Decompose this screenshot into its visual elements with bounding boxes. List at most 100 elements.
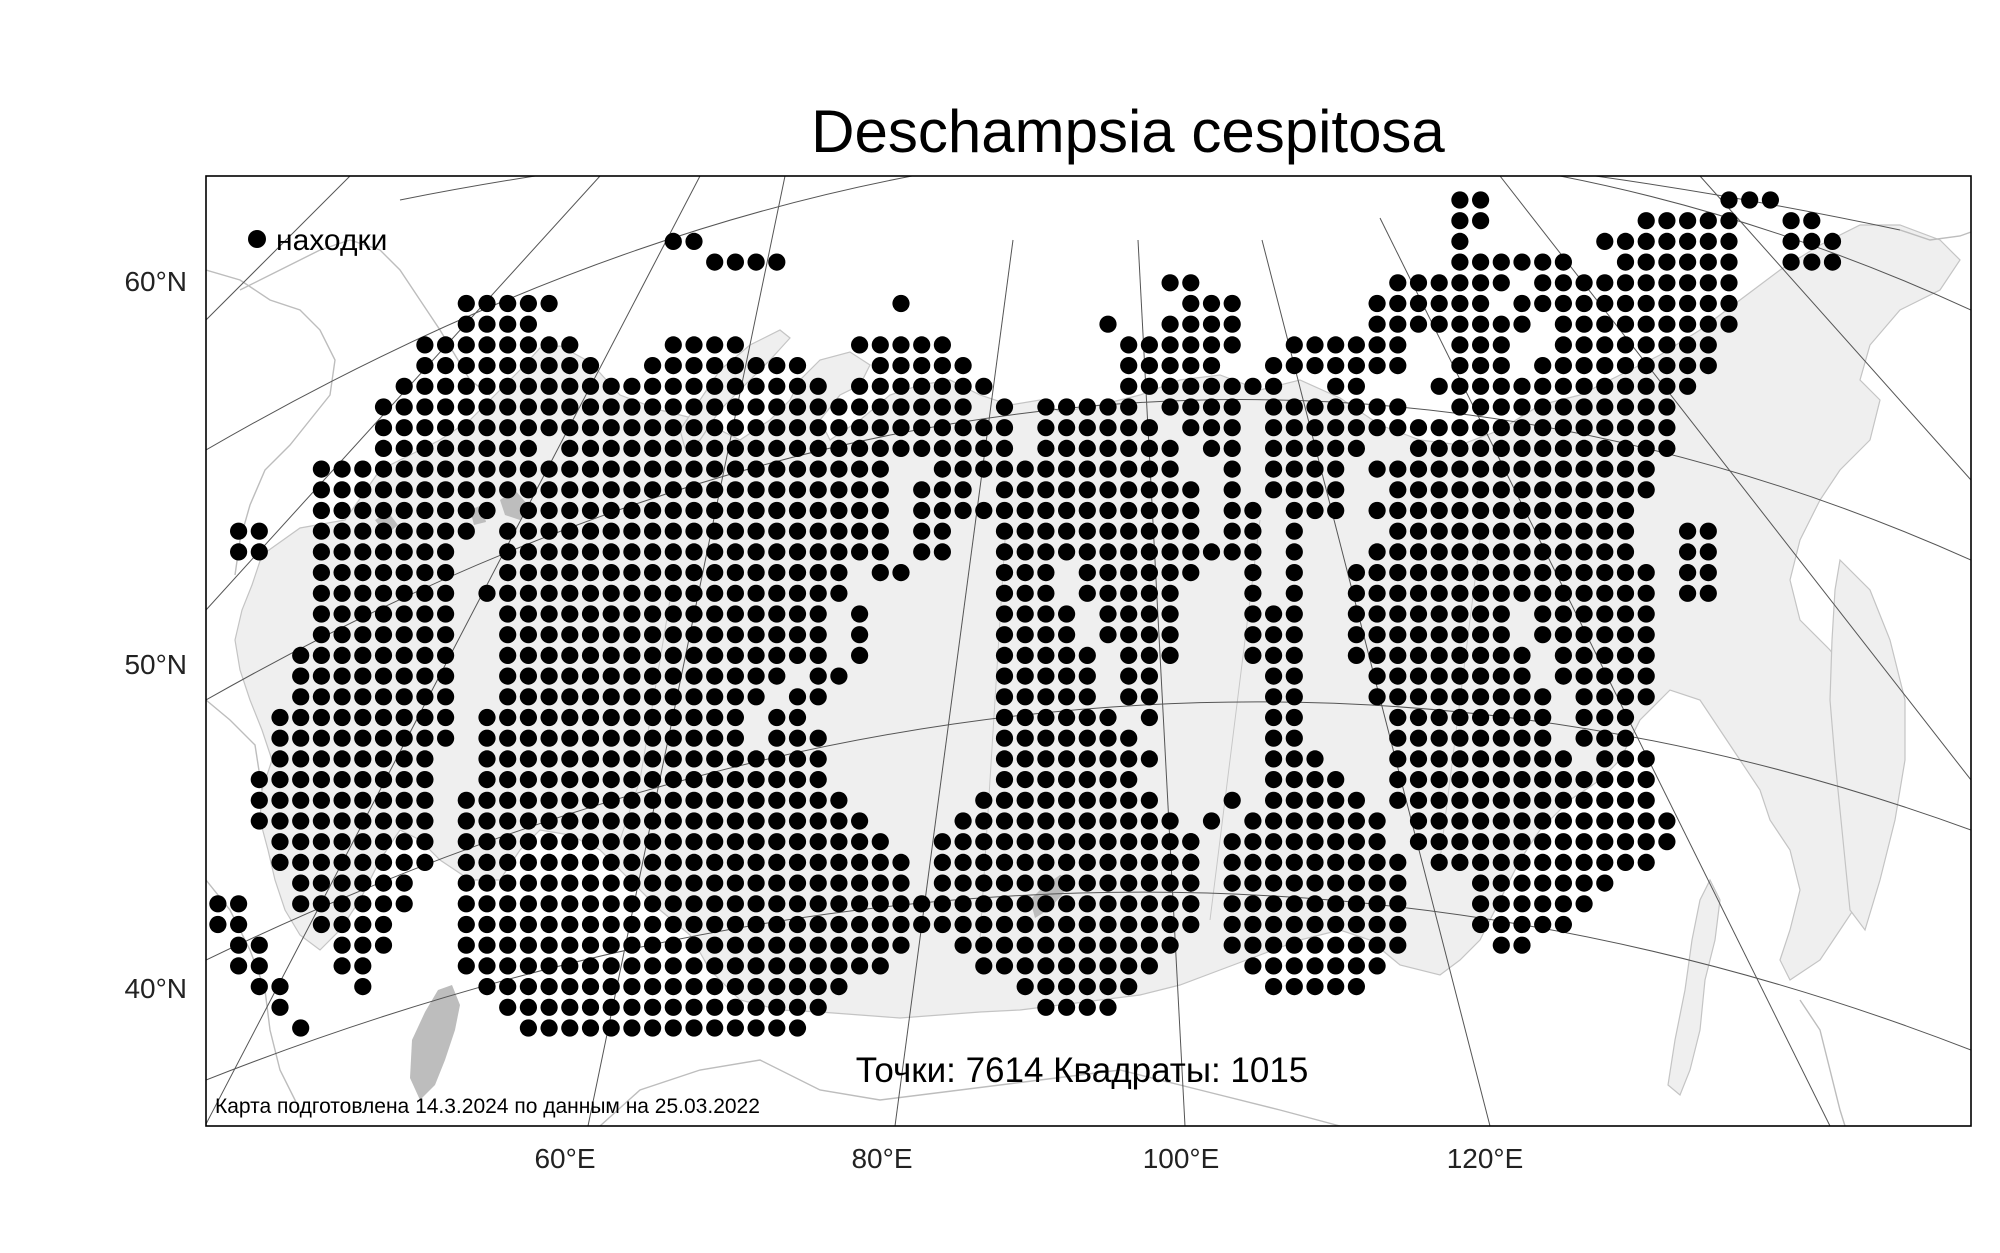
occurrence-dot (788, 978, 807, 996)
occurrence-dot (1347, 377, 1365, 395)
occurrence-dot (644, 439, 662, 457)
occurrence-dot (581, 957, 600, 975)
occurrence-dot (768, 833, 786, 851)
occurrence-dot (1492, 419, 1510, 437)
occurrence-dot (540, 812, 558, 830)
occurrence-dot (685, 481, 703, 499)
occurrence-dot (395, 481, 413, 499)
occurrence-dot (354, 626, 372, 644)
occurrence-dot (1078, 957, 1096, 975)
occurrence-dot (1616, 315, 1635, 333)
occurrence-dot (374, 419, 393, 437)
occurrence-dot (1492, 833, 1510, 851)
occurrence-dot (1347, 398, 1365, 416)
occurrence-dot (1389, 729, 1407, 747)
occurrence-dot (1658, 274, 1676, 292)
occurrence-dot (581, 646, 600, 665)
occurrence-dot (581, 564, 600, 582)
occurrence-dot (581, 439, 600, 457)
occurrence-dot (1037, 874, 1055, 892)
occurrence-dot (685, 771, 703, 789)
occurrence-dot (1596, 729, 1614, 747)
occurrence-dot (437, 460, 455, 478)
occurrence-dot (1327, 336, 1345, 354)
occurrence-dot (416, 357, 434, 375)
occurrence-dot (250, 791, 268, 809)
occurrence-dot (1492, 915, 1510, 934)
occurrence-dot (602, 605, 620, 623)
occurrence-dot (1451, 439, 1469, 457)
occurrence-dot (1223, 895, 1241, 913)
occurrence-dot (747, 398, 765, 416)
occurrence-dot (292, 646, 310, 665)
occurrence-dot (706, 1019, 724, 1037)
occurrence-dot (1265, 419, 1283, 437)
occurrence-dot (1161, 605, 1179, 623)
occurrence-dot (1492, 646, 1510, 665)
occurrence-dot (871, 357, 889, 375)
occurrence-dot (581, 874, 600, 892)
occurrence-dot (271, 750, 289, 768)
occurrence-dot (437, 522, 455, 540)
occurrence-dot (1265, 605, 1283, 623)
occurrence-dot (519, 460, 538, 478)
occurrence-dot (1058, 998, 1076, 1016)
occurrence-dot (1099, 874, 1117, 892)
occurrence-dot (1534, 564, 1552, 582)
occurrence-dot (1679, 315, 1697, 333)
occurrence-dot (1182, 874, 1200, 892)
occurrence-dot (1140, 874, 1158, 892)
occurrence-dot (664, 791, 682, 809)
occurrence-dot (1596, 667, 1614, 685)
occurrence-dot (1223, 915, 1241, 934)
occurrence-dot (602, 791, 620, 809)
occurrence-dot (581, 460, 600, 478)
lat-label-50: 50°N (124, 649, 187, 680)
occurrence-dot (478, 915, 496, 934)
occurrence-dot (374, 626, 393, 644)
occurrence-dot (623, 750, 641, 768)
occurrence-dot (1616, 377, 1635, 395)
occurrence-dot (1037, 771, 1055, 789)
occurrence-dot (478, 460, 496, 478)
occurrence-dot (1058, 501, 1076, 520)
occurrence-dot (1016, 791, 1034, 809)
occurrence-dot (851, 481, 869, 499)
occurrence-dot (416, 522, 434, 540)
occurrence-dot (519, 915, 538, 934)
occurrence-dot (1409, 274, 1428, 292)
occurrence-dot (1347, 646, 1365, 665)
occurrence-dot (1120, 522, 1138, 540)
occurrence-dot (602, 398, 620, 416)
occurrence-dot (975, 791, 993, 809)
occurrence-dot (395, 419, 413, 437)
occurrence-dot (1492, 460, 1510, 478)
occurrence-dot (1285, 957, 1303, 975)
occurrence-dot (1078, 978, 1096, 996)
occurrence-dot (1058, 957, 1076, 975)
occurrence-dot (1699, 315, 1717, 333)
occurrence-dot (1140, 543, 1158, 561)
occurrence-dot (623, 543, 641, 561)
occurrence-dot (788, 439, 807, 457)
occurrence-dot (1265, 791, 1283, 809)
occurrence-dot (1285, 646, 1303, 665)
asia-south-coastline (599, 1059, 1341, 1126)
occurrence-dot (1637, 646, 1655, 665)
occurrence-dot (478, 791, 496, 809)
occurrence-dot (1534, 439, 1552, 457)
occurrence-dot (644, 460, 662, 478)
occurrence-dot (1099, 771, 1117, 789)
occurrence-dot (1637, 853, 1655, 872)
occurrence-dot (892, 936, 910, 954)
occurrence-dot (1430, 543, 1448, 561)
occurrence-dot (1637, 336, 1655, 354)
occurrence-dot (416, 812, 434, 830)
occurrence-dot (1078, 915, 1096, 934)
occurrence-dot (623, 460, 641, 478)
occurrence-dot (830, 978, 848, 996)
occurrence-dot (540, 564, 558, 582)
occurrence-dot (457, 957, 475, 975)
occurrence-dot (685, 688, 703, 706)
